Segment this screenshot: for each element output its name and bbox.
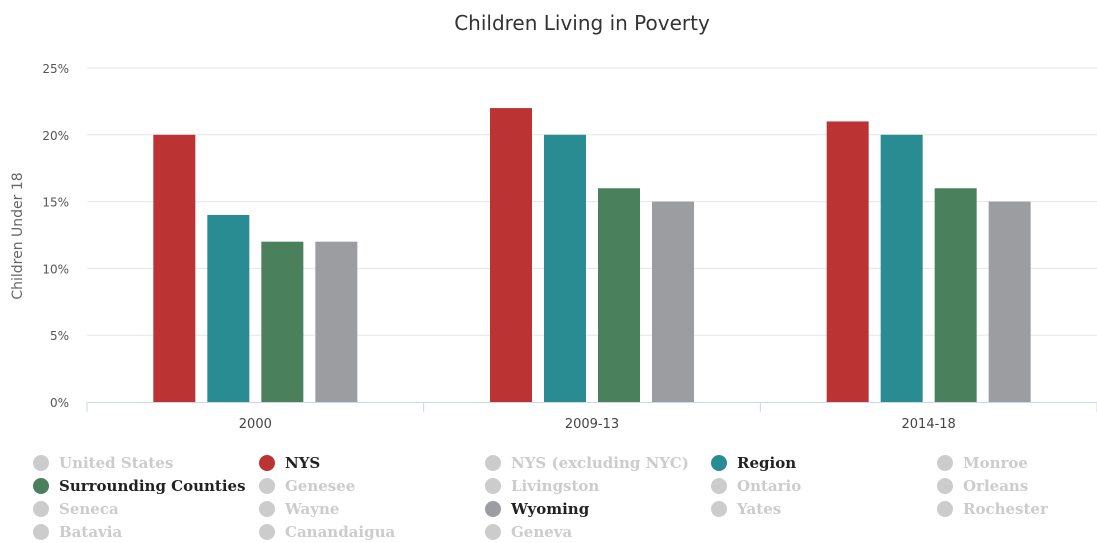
legend-item-orleans[interactable]: Orleans [937,475,1028,497]
legend-marker-icon [485,524,501,540]
legend-marker-icon [259,478,275,494]
legend-marker-icon [259,455,275,471]
legend-item-wyoming[interactable]: Wyoming [485,498,589,520]
legend-marker-icon [33,478,49,494]
x-tick-label: 2000 [239,417,272,432]
bar-wyoming-2009-13[interactable] [652,201,694,402]
bar-region-2009-13[interactable] [544,134,586,403]
y-tick-label: 25% [42,62,69,76]
legend-item-monroe[interactable]: Monroe [937,452,1028,474]
legend-label: Monroe [963,454,1028,472]
legend-marker-icon [711,455,727,471]
legend-item-yates[interactable]: Yates [711,498,781,520]
bar-wyoming-2014-18[interactable] [988,201,1031,402]
legend-label: Orleans [963,477,1029,495]
legend-label: Yates [737,500,782,518]
legend-marker-icon [711,478,727,494]
bar-wyoming-2000[interactable] [315,241,358,402]
chart: Children Living in Poverty Children Unde… [10,11,1097,432]
legend-label: Ontario [737,477,802,495]
y-tick-label: 15% [42,196,69,210]
bar-region-2000[interactable] [207,214,250,402]
legend-marker-icon [937,455,953,471]
y-tick-label: 10% [42,262,69,276]
legend-item-seneca[interactable]: Seneca [33,498,119,520]
legend-marker-icon [485,478,501,494]
legend-label: Geneva [511,523,573,541]
legend-label: United States [59,454,174,472]
legend-label: Genesee [285,477,356,495]
legend-item-canandaigua[interactable]: Canandaigua [259,521,395,543]
legend-marker-icon [937,478,953,494]
legend-item-nys[interactable]: NYS [259,452,320,474]
legend-item-surrounding-counties[interactable]: Surrounding Counties [33,475,246,497]
y-tick-label: 20% [42,129,69,143]
legend-marker-icon [259,524,275,540]
bar-surrounding-counties-2014-18[interactable] [934,188,977,402]
legend-marker-icon [711,501,727,517]
y-tick-label: 0% [50,396,69,410]
y-axis-label: Children Under 18 [10,172,26,299]
legend-marker-icon [33,524,49,540]
legend-label: Region [737,454,797,472]
bar-nys-2014-18[interactable] [826,121,869,402]
bar-region-2014-18[interactable] [880,134,923,403]
legend: United States NYS NYS (excluding NYC) Regio… [0,452,1097,542]
legend-marker-icon [33,455,49,471]
legend-marker-icon [485,501,501,517]
legend-label: Rochester [963,500,1048,518]
legend-item-nys-excluding-nyc[interactable]: NYS (excluding NYC) [485,452,689,474]
legend-item-ontario[interactable]: Ontario [711,475,801,497]
legend-marker-icon [485,455,501,471]
legend-item-united-states[interactable]: United States [33,452,173,474]
legend-label: Wayne [285,500,340,518]
legend-label: Wyoming [511,500,590,518]
y-tick-label: 5% [50,329,69,343]
bar-nys-2009-13[interactable] [490,108,532,402]
legend-item-region[interactable]: Region [711,452,796,474]
legend-marker-icon [33,501,49,517]
legend-item-wayne[interactable]: Wayne [259,498,339,520]
legend-label: Canandaigua [285,523,396,541]
legend-label: NYS (excluding NYC) [511,454,689,472]
legend-item-batavia[interactable]: Batavia [33,521,122,543]
legend-item-genesee[interactable]: Genesee [259,475,355,497]
x-tick-label: 2009-13 [565,417,619,432]
legend-label: Seneca [59,500,119,518]
chart-title: Children Living in Poverty [454,11,710,35]
legend-item-livingston[interactable]: Livingston [485,475,599,497]
legend-item-geneva[interactable]: Geneva [485,521,572,543]
bar-surrounding-counties-2000[interactable] [261,241,304,402]
legend-label: Livingston [511,477,600,495]
legend-label: Surrounding Counties [59,477,246,495]
legend-marker-icon [259,501,275,517]
bar-nys-2000[interactable] [153,134,196,403]
legend-label: NYS [285,454,321,472]
legend-marker-icon [937,501,953,517]
bar-surrounding-counties-2009-13[interactable] [598,188,640,402]
x-tick-label: 2014-18 [902,417,956,432]
legend-label: Batavia [59,523,123,541]
legend-item-rochester[interactable]: Rochester [937,498,1048,520]
